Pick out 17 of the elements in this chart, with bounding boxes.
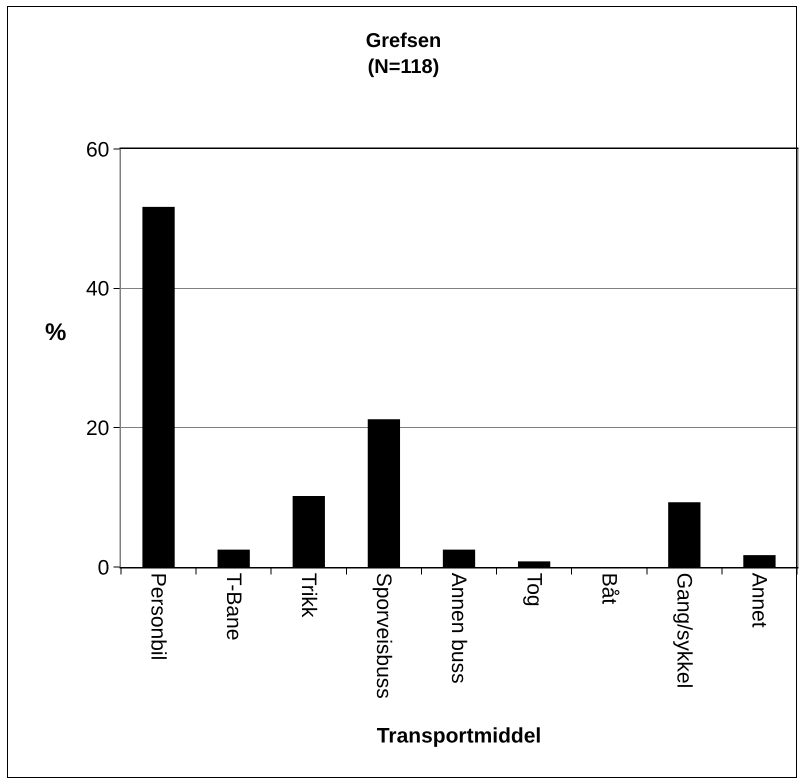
x-tick-label: T-Bane (222, 572, 245, 640)
y-tick-label: 60 (86, 138, 110, 162)
x-axis-title: Transportmiddel (376, 724, 542, 748)
x-tick-label: Sporveisbuss (372, 572, 396, 699)
y-tick-label: 20 (86, 417, 110, 440)
x-tick-label: Trikk (296, 572, 320, 618)
y-tick-label: 40 (86, 278, 110, 301)
chart-title: Grefsen (366, 30, 442, 52)
x-tick-label: Båt (597, 572, 620, 604)
x-tick-label: Personbil (146, 572, 170, 660)
x-tick-label: Gang/sykkel (672, 572, 696, 688)
x-tick-label: Tog (522, 572, 546, 607)
x-tick-label: Annet (748, 572, 771, 628)
x-tick-label: Annen buss (447, 572, 470, 684)
y-tick-label: 0 (98, 556, 110, 580)
y-axis-title: % (45, 319, 66, 346)
chart-subtitle: (N=118) (368, 56, 440, 78)
